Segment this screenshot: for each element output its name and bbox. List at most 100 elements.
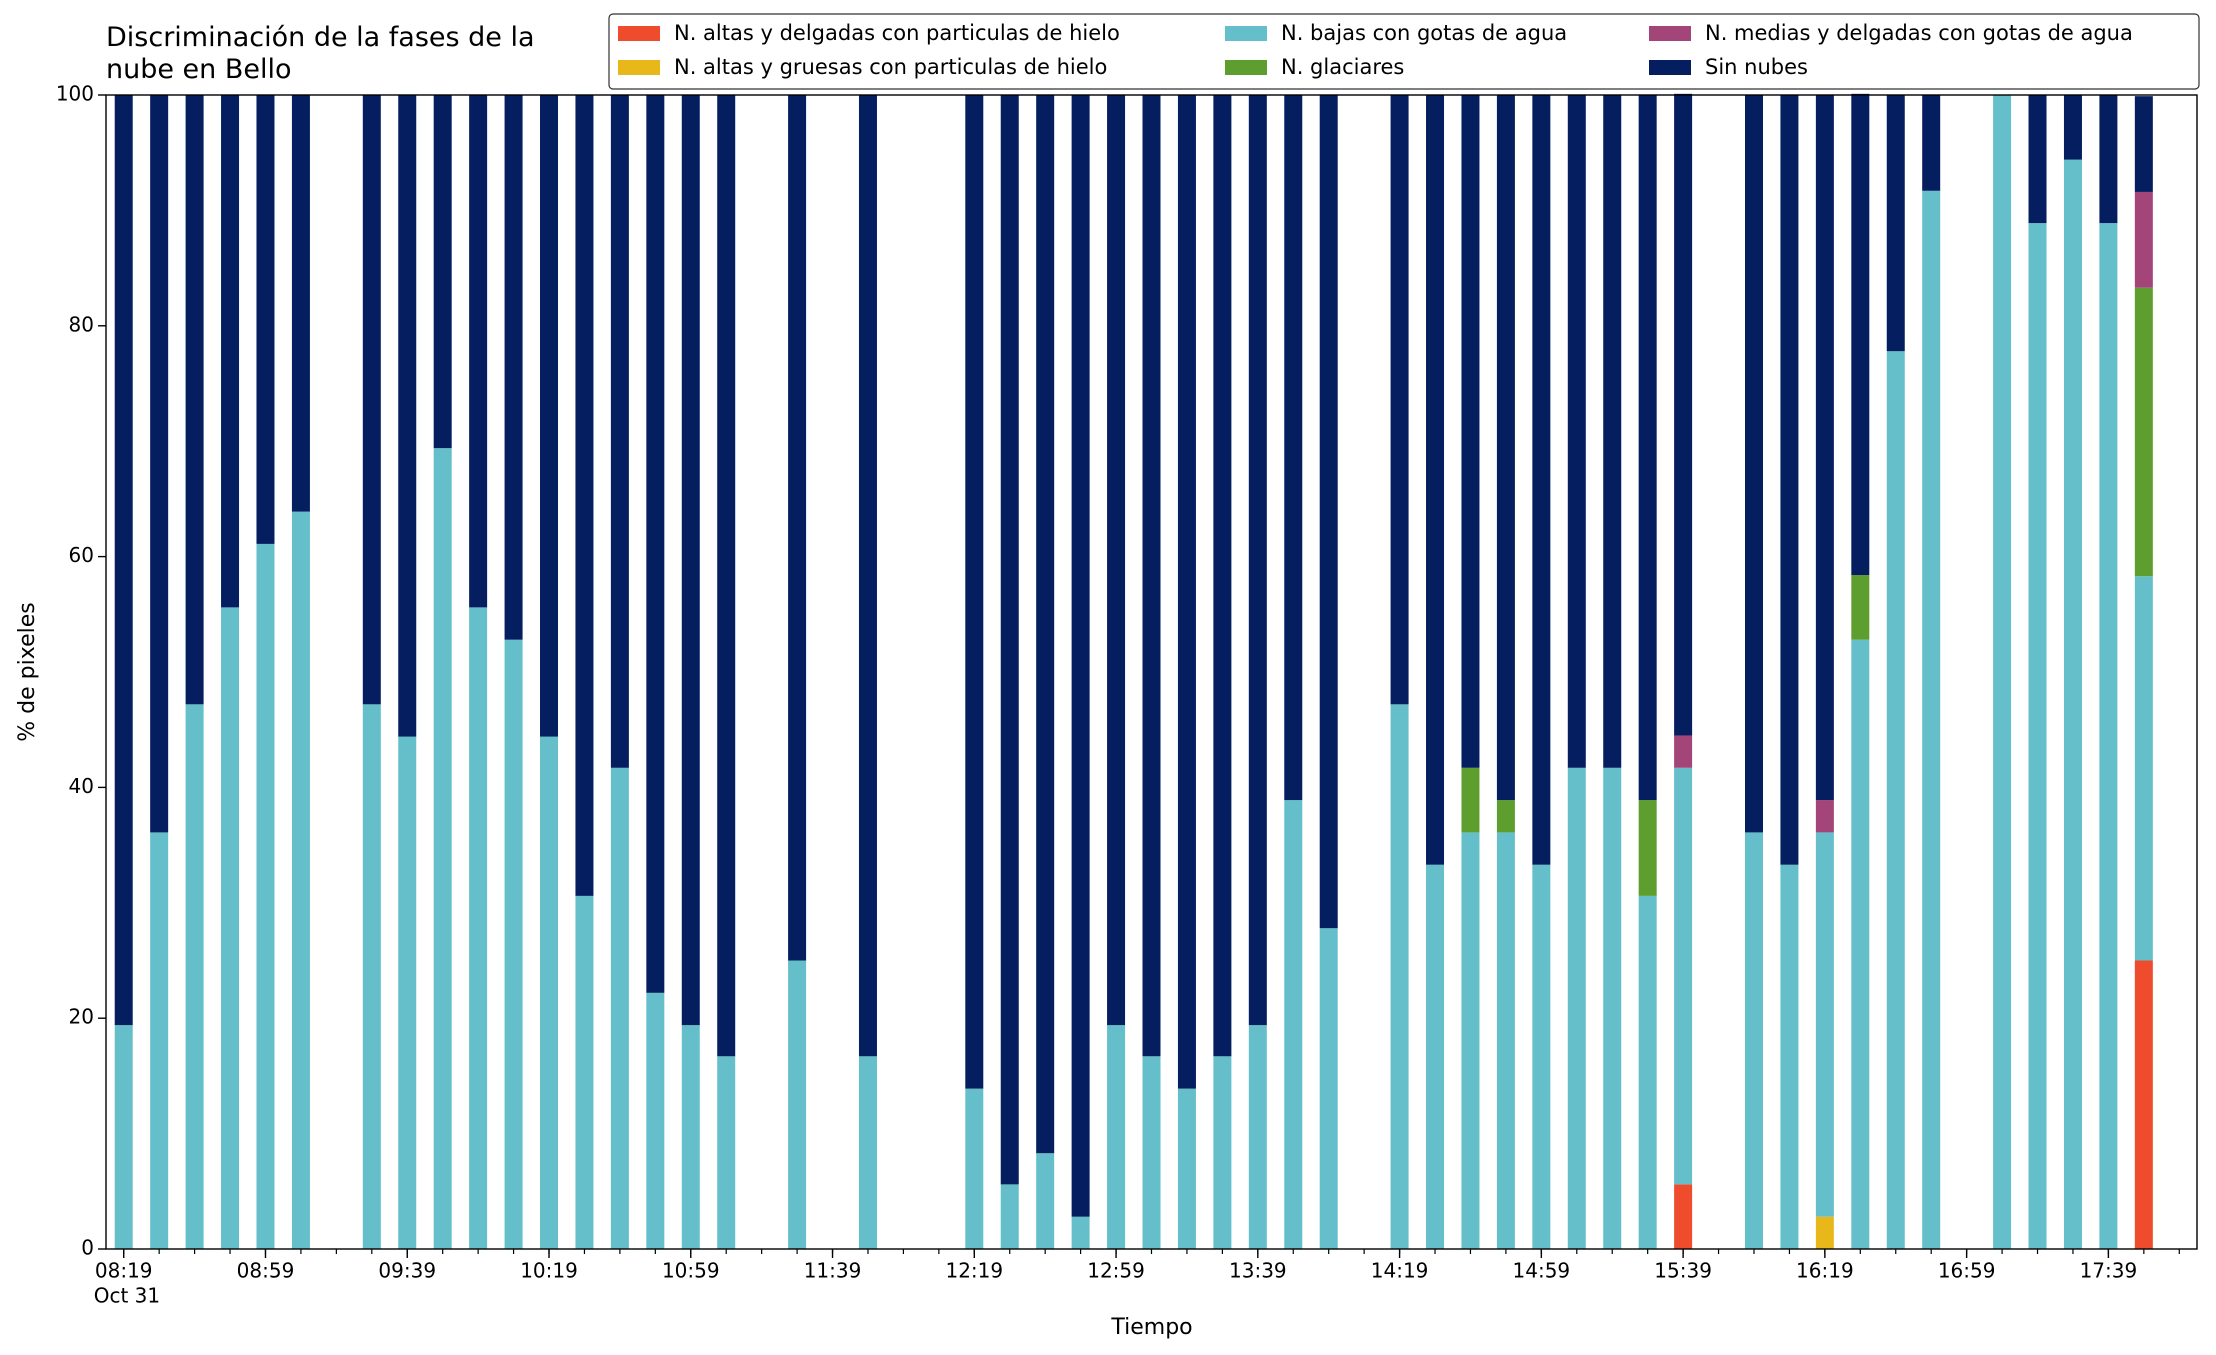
bar-segment xyxy=(221,95,240,608)
bar-segment xyxy=(717,95,736,1057)
bar-segment xyxy=(1390,704,1409,1249)
x-tick-label: 16:19 xyxy=(1796,1259,1854,1283)
bar-segment xyxy=(1496,832,1515,1249)
bar-segment xyxy=(1603,767,1622,1249)
legend-box xyxy=(608,13,2200,90)
bar-segment xyxy=(1674,1184,1693,1249)
bar-segment xyxy=(291,95,310,512)
bar-segment xyxy=(469,95,488,608)
bar-segment xyxy=(1390,95,1409,705)
bar-segment xyxy=(114,95,133,1026)
bar-segment xyxy=(1638,95,1657,801)
x-tick-label: 17:39 xyxy=(2080,1259,2138,1283)
bar-segment xyxy=(858,95,877,1057)
bar-segment xyxy=(2134,96,2153,192)
bar-segment xyxy=(433,448,452,1249)
bar-segment xyxy=(2099,95,2118,224)
legend-label: N. glaciares xyxy=(1281,55,1404,79)
bar-segment xyxy=(2028,95,2047,224)
bar-segment xyxy=(1603,95,1622,768)
x-tick-label: 11:39 xyxy=(804,1259,862,1283)
bar-segment xyxy=(1284,95,1303,801)
x-tick-label: 08:19 xyxy=(95,1259,153,1283)
bar-segment xyxy=(610,95,629,768)
legend-swatch xyxy=(1649,60,1691,75)
bar-segment xyxy=(1532,95,1551,865)
bar-segment xyxy=(646,992,665,1249)
x-tick-label: 15:39 xyxy=(1654,1259,1712,1283)
bar-segment xyxy=(1177,95,1196,1089)
bar-segment xyxy=(1284,800,1303,1249)
bar-segment xyxy=(1993,95,2012,1249)
bar-segment xyxy=(1815,800,1834,833)
chart-title: Discriminación de la fases de la nube en… xyxy=(106,22,535,85)
bar-segment xyxy=(2028,223,2047,1249)
x-axis-label: Tiempo xyxy=(1110,1315,1192,1340)
bar-segment xyxy=(256,95,275,544)
bar-segment xyxy=(362,704,381,1249)
bar-segment xyxy=(256,543,275,1249)
bar-segment xyxy=(2134,191,2153,288)
bar-segment xyxy=(1213,95,1232,1057)
bar-segment xyxy=(1071,95,1090,1217)
bar-segment xyxy=(150,95,169,833)
bar-segment xyxy=(1426,864,1445,1249)
y-tick-label: 100 xyxy=(56,82,94,106)
bar-segment xyxy=(2099,223,2118,1249)
bar-segment xyxy=(1815,95,1834,801)
y-tick-label: 40 xyxy=(69,774,94,798)
bar-segment xyxy=(1107,1025,1126,1249)
bar-segment xyxy=(1567,767,1586,1249)
bar-segment xyxy=(469,607,488,1249)
bar-segment xyxy=(1071,1216,1090,1249)
bar-segment xyxy=(504,95,523,640)
bar-segment xyxy=(1674,93,1693,736)
bar-segment xyxy=(1744,95,1763,833)
legend-label: N. altas y gruesas con particulas de hie… xyxy=(674,55,1107,79)
bar-segment xyxy=(1532,864,1551,1249)
bar-segment xyxy=(681,95,700,1026)
bar-segment xyxy=(2063,159,2082,1249)
bar-segment xyxy=(1000,1184,1019,1249)
bar-segment xyxy=(1638,895,1657,1249)
bar-segment xyxy=(540,736,559,1249)
bar-segment xyxy=(965,1088,984,1249)
bar-segment xyxy=(1248,95,1267,1026)
bar-segment xyxy=(575,895,594,1249)
legend-swatch xyxy=(1225,26,1267,41)
bar-segment xyxy=(221,607,240,1249)
bar-segment xyxy=(150,832,169,1249)
bar-segment xyxy=(504,639,523,1249)
bar-segment xyxy=(1496,95,1515,801)
bar-segment xyxy=(1851,93,1870,576)
bar-segment xyxy=(2134,287,2153,577)
y-tick-label: 20 xyxy=(69,1005,94,1029)
legend-label: N. bajas con gotas de agua xyxy=(1281,21,1567,45)
bar-segment xyxy=(398,736,417,1249)
bar-segment xyxy=(1177,1088,1196,1249)
bar-segment xyxy=(1674,767,1693,1185)
x-tick-label: 13:39 xyxy=(1229,1259,1287,1283)
bar-segment xyxy=(1886,95,1905,352)
bar-segment xyxy=(2134,576,2153,961)
bar-segment xyxy=(1461,767,1480,833)
bar-segment xyxy=(291,511,310,1249)
x-tick-sublabel: Oct 31 xyxy=(94,1284,160,1308)
legend-swatch xyxy=(618,60,660,75)
bar-segment xyxy=(1142,95,1161,1057)
x-tick-label: 10:19 xyxy=(520,1259,578,1283)
bar-segment xyxy=(1638,800,1657,896)
bar-segment xyxy=(965,95,984,1089)
bar-segment xyxy=(646,95,665,993)
legend-swatch xyxy=(1225,60,1267,75)
y-axis-label: % de pixeles xyxy=(15,602,40,741)
bar-segment xyxy=(1213,1056,1232,1249)
legend-label: N. altas y delgadas con particulas de hi… xyxy=(674,21,1120,45)
bar-segment xyxy=(610,767,629,1249)
bar-segment xyxy=(1744,832,1763,1249)
bar-segment xyxy=(1815,832,1834,1217)
bar-segment xyxy=(788,95,807,961)
bar-segment xyxy=(1851,575,1870,640)
